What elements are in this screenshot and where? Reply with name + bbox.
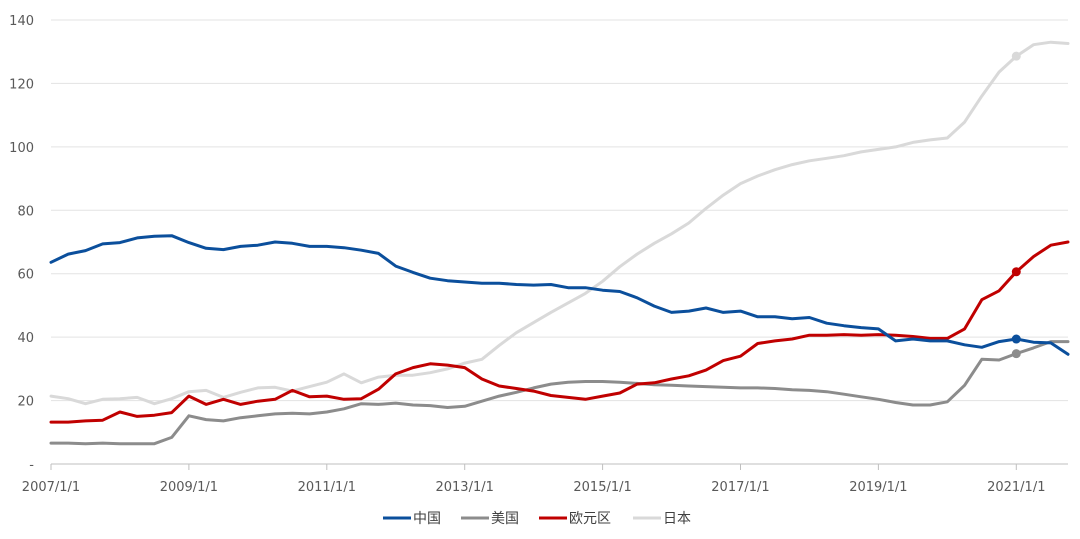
- x-tick-label: 2021/1/1: [987, 480, 1045, 495]
- legend-label: 中国: [413, 511, 441, 527]
- legend-item[interactable]: 美国: [461, 511, 519, 527]
- x-tick-label: 2009/1/1: [160, 480, 218, 495]
- series-line-1: [49, 340, 1070, 446]
- x-tick-label: 2007/1/1: [22, 480, 80, 495]
- series-line-0: [49, 234, 1070, 356]
- x-tick-label: 2013/1/1: [435, 480, 493, 495]
- y-tick-label: 40: [17, 331, 34, 346]
- series-lines: [49, 40, 1070, 446]
- x-tick-label: 2017/1/1: [711, 480, 769, 495]
- legend-label: 日本: [663, 511, 691, 527]
- legend-label: 美国: [491, 511, 519, 527]
- y-tick-label: 100: [9, 141, 34, 156]
- y-tick-label: -: [29, 458, 34, 473]
- legend: 中国 美国 欧元区 日本: [383, 511, 691, 527]
- x-tick-label: 2011/1/1: [298, 480, 356, 495]
- y-tick-label: 60: [17, 268, 34, 283]
- series-line-2: [49, 240, 1070, 424]
- x-tick-label: 2019/1/1: [849, 480, 907, 495]
- gridlines: [51, 19, 1068, 402]
- legend-item[interactable]: 欧元区: [539, 511, 611, 527]
- y-tick-label: 20: [17, 395, 34, 410]
- legend-label: 欧元区: [569, 511, 611, 527]
- series-point-marker: [1011, 334, 1021, 344]
- axes: - 20 40 60 80 100 120 140 2007/1/1 2009/1/1 2011/1…: [9, 14, 1068, 495]
- legend-item[interactable]: 中国: [383, 511, 441, 527]
- x-tick-label: 2015/1/1: [573, 480, 631, 495]
- series-line-3: [49, 40, 1070, 406]
- series-point-marker: [1011, 267, 1021, 277]
- y-tick-label: 120: [9, 77, 34, 92]
- series-point-marker: [1011, 51, 1021, 61]
- y-tick-label: 140: [9, 14, 34, 29]
- y-tick-label: 80: [17, 204, 34, 219]
- legend-item[interactable]: 日本: [633, 511, 691, 527]
- series-point-marker: [1011, 349, 1021, 359]
